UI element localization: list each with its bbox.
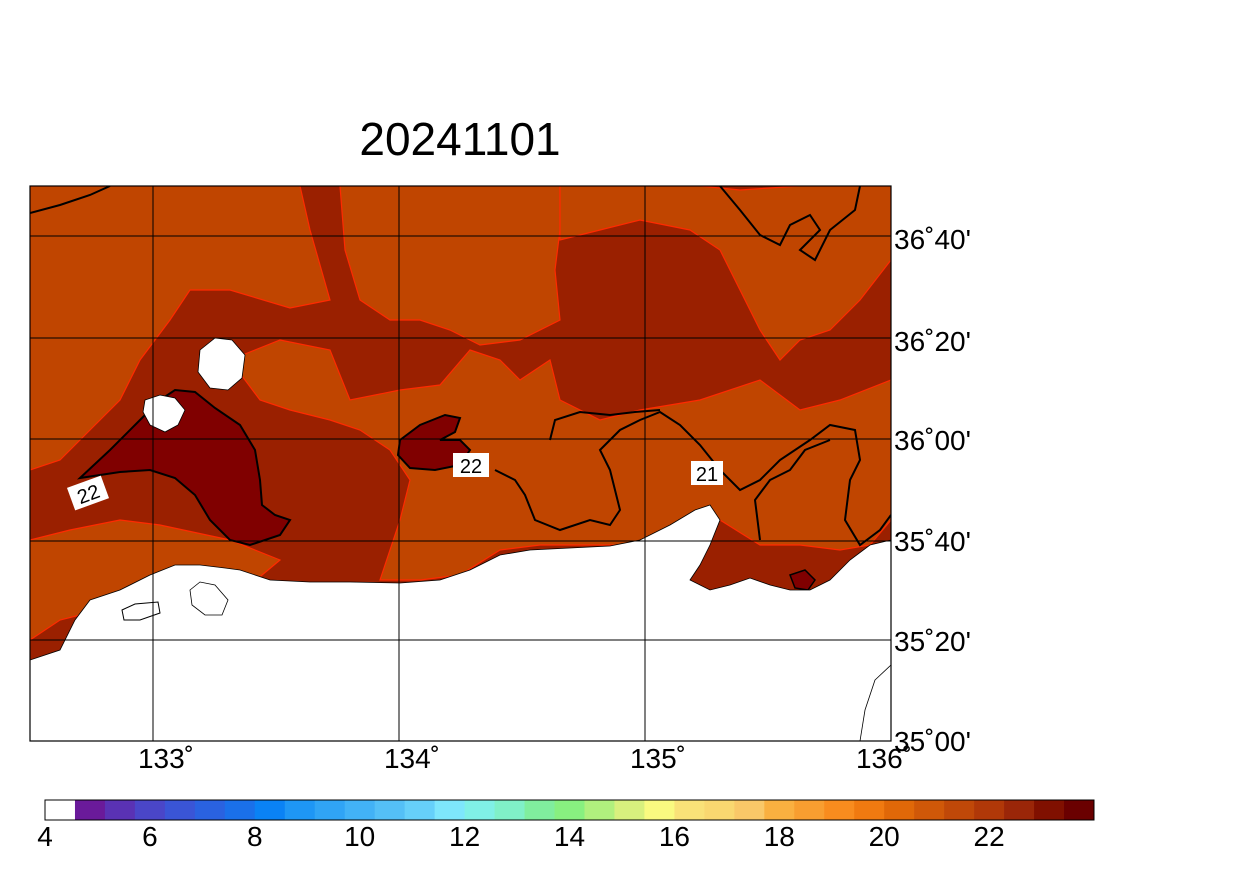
colorbar [45, 800, 1095, 820]
colorbar-cell [644, 800, 675, 820]
colorbar-cell [884, 800, 915, 820]
colorbar-cell [134, 800, 166, 820]
map-title: 20241101 [359, 113, 561, 165]
colorbar-cell [614, 800, 645, 820]
lat-label-36-20: 36˚20' [894, 326, 971, 357]
colorbar-cell [974, 800, 1005, 820]
contour-label-22-central: 22 [453, 453, 489, 478]
colorbar-frame [44, 799, 1095, 821]
lon-label-135: 135˚ [630, 743, 686, 774]
colorbar-cell [914, 800, 945, 820]
temp-region-20c [559, 186, 891, 361]
colorbar-tick-label: 14 [554, 821, 585, 852]
svg-text:22: 22 [460, 456, 482, 478]
colorbar-cell [854, 800, 885, 820]
land-honshu [30, 504, 891, 741]
colorbar-tick-label: 16 [659, 821, 690, 852]
lat-label-35-40: 35˚40' [894, 526, 971, 557]
contour-line-21-ne [719, 186, 861, 262]
colorbar-cell [74, 800, 106, 820]
colorbar-cell [194, 800, 226, 820]
colorbar-cell [254, 800, 286, 820]
longitude-axis-labels: 133˚ 134˚ 135˚ 136˚ [138, 743, 912, 774]
colorbar-tick-label: 10 [344, 821, 375, 852]
temp-region-22-central [396, 413, 472, 472]
colorbar-cell [374, 800, 406, 820]
contour-line-21-coast [494, 410, 891, 547]
colorbar-cell [554, 800, 585, 820]
colorbar-cell [734, 800, 765, 820]
colorbar-cell [1064, 800, 1095, 820]
colorbar-cell [764, 800, 795, 820]
colorbar-cell [464, 800, 496, 820]
colorbar-tick-label: 18 [764, 821, 795, 852]
colorbar-cell [794, 800, 825, 820]
temp-region-20d [229, 339, 891, 581]
land-noto-edge [859, 664, 891, 741]
temp-region-20 [30, 186, 331, 471]
colorbar-cell [104, 800, 136, 820]
lake-nakaumi [189, 581, 229, 616]
lat-label-36-00: 36˚00' [894, 425, 971, 456]
contour-label-22-west: 22 [66, 475, 110, 511]
colorbar-cell [164, 800, 196, 820]
colorbar-cell [704, 800, 735, 820]
colorbar-tick-labels: 4 6 8 10 12 14 16 18 20 22 [37, 821, 1004, 852]
lat-label-35-00: 35˚00' [894, 726, 971, 757]
lat-label-36-40: 36˚40' [894, 224, 971, 255]
colorbar-cell [1004, 800, 1035, 820]
colorbar-cell [824, 800, 855, 820]
lake-shinji [121, 601, 161, 621]
lon-label-133: 133˚ [138, 743, 194, 774]
colorbar-cell [314, 800, 346, 820]
colorbar-cell [1034, 800, 1065, 820]
temp-region-22-east [789, 569, 816, 591]
land-oki-islands [197, 337, 246, 391]
colorbar-tick-label: 6 [142, 821, 158, 852]
colorbar-cell [674, 800, 705, 820]
colorbar-cell [284, 800, 316, 820]
colorbar-tick-label: 12 [449, 821, 480, 852]
colorbar-tick-label: 8 [247, 821, 263, 852]
colorbar-cell [584, 800, 615, 820]
colorbar-cell [344, 800, 376, 820]
colorbar-tick-label: 4 [37, 821, 53, 852]
latitude-axis-labels: 36˚40' 36˚20' 36˚00' 35˚40' 35˚20' 35˚00… [894, 224, 971, 757]
map-frame [29, 185, 892, 742]
svg-text:21: 21 [696, 464, 718, 486]
colorbar-cell [404, 800, 436, 820]
contour-label-21-east: 21 [691, 461, 723, 486]
lat-label-35-20: 35˚20' [894, 626, 971, 657]
colorbar-cell [434, 800, 466, 820]
map-gridlines [30, 186, 891, 741]
contour-line-21-inner [753, 439, 831, 541]
lon-label-136: 136˚ [856, 743, 912, 774]
temp-region-22-west [76, 388, 292, 547]
colorbar-cell [494, 800, 526, 820]
colorbar-tick-label: 22 [974, 821, 1005, 852]
colorbar-cell [524, 800, 556, 820]
colorbar-cell [944, 800, 975, 820]
colorbar-tick-label: 20 [869, 821, 900, 852]
lon-label-134: 134˚ [384, 743, 440, 774]
contour-line-21-south [549, 409, 661, 441]
colorbar-cell [45, 800, 76, 820]
contour-line-21-north [30, 186, 111, 214]
colorbar-cell [224, 800, 256, 820]
